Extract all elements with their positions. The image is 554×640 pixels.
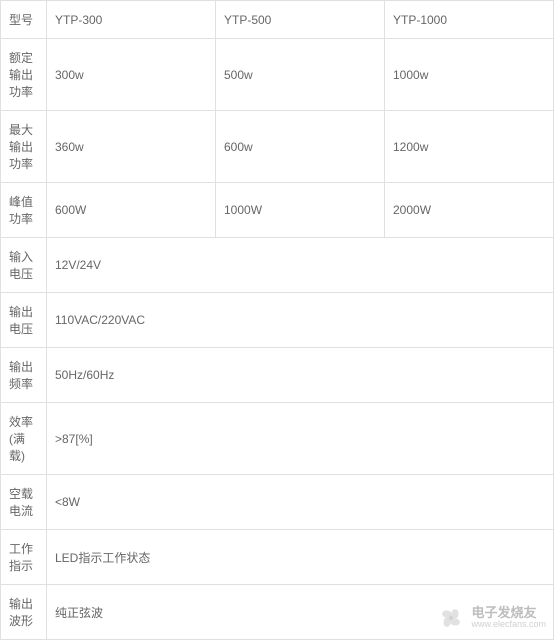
spec-table: 型号 YTP-300 YTP-500 YTP-1000 额定输出功率 300w …: [0, 0, 554, 640]
row-value: 纯正弦波: [47, 585, 554, 640]
table-row: 工作指示 LED指示工作状态: [1, 530, 554, 585]
row-value: 2000W: [385, 183, 554, 238]
row-label: 工作指示: [1, 530, 47, 585]
row-value: 600W: [47, 183, 216, 238]
row-label: 峰值功率: [1, 183, 47, 238]
header-label: 型号: [1, 1, 47, 39]
row-label: 输出频率: [1, 348, 47, 403]
header-model: YTP-300: [47, 1, 216, 39]
table-row: 额定输出功率 300w 500w 1000w: [1, 39, 554, 111]
row-label: 最大输出功率: [1, 111, 47, 183]
header-model: YTP-1000: [385, 1, 554, 39]
spec-table-body: 型号 YTP-300 YTP-500 YTP-1000 额定输出功率 300w …: [1, 1, 554, 640]
row-value: LED指示工作状态: [47, 530, 554, 585]
row-label: 效率(满载): [1, 403, 47, 475]
row-value: 500w: [216, 39, 385, 111]
row-label: 输出电压: [1, 293, 47, 348]
table-row: 输出频率 50Hz/60Hz: [1, 348, 554, 403]
row-label: 额定输出功率: [1, 39, 47, 111]
row-value: 1000w: [385, 39, 554, 111]
table-row: 峰值功率 600W 1000W 2000W: [1, 183, 554, 238]
table-row: 空载电流 <8W: [1, 475, 554, 530]
table-row: 输入电压 12V/24V: [1, 238, 554, 293]
table-row: 效率(满载) >87[%]: [1, 403, 554, 475]
row-value: 110VAC/220VAC: [47, 293, 554, 348]
row-value: 12V/24V: [47, 238, 554, 293]
table-row: 输出波形 纯正弦波: [1, 585, 554, 640]
header-model: YTP-500: [216, 1, 385, 39]
table-row: 型号 YTP-300 YTP-500 YTP-1000: [1, 1, 554, 39]
row-value: 1200w: [385, 111, 554, 183]
row-value: <8W: [47, 475, 554, 530]
row-value: 360w: [47, 111, 216, 183]
row-label: 空载电流: [1, 475, 47, 530]
row-label: 输出波形: [1, 585, 47, 640]
row-value: >87[%]: [47, 403, 554, 475]
row-value: 300w: [47, 39, 216, 111]
table-row: 最大输出功率 360w 600w 1200w: [1, 111, 554, 183]
row-value: 600w: [216, 111, 385, 183]
row-value: 50Hz/60Hz: [47, 348, 554, 403]
row-value: 1000W: [216, 183, 385, 238]
table-row: 输出电压 110VAC/220VAC: [1, 293, 554, 348]
row-label: 输入电压: [1, 238, 47, 293]
